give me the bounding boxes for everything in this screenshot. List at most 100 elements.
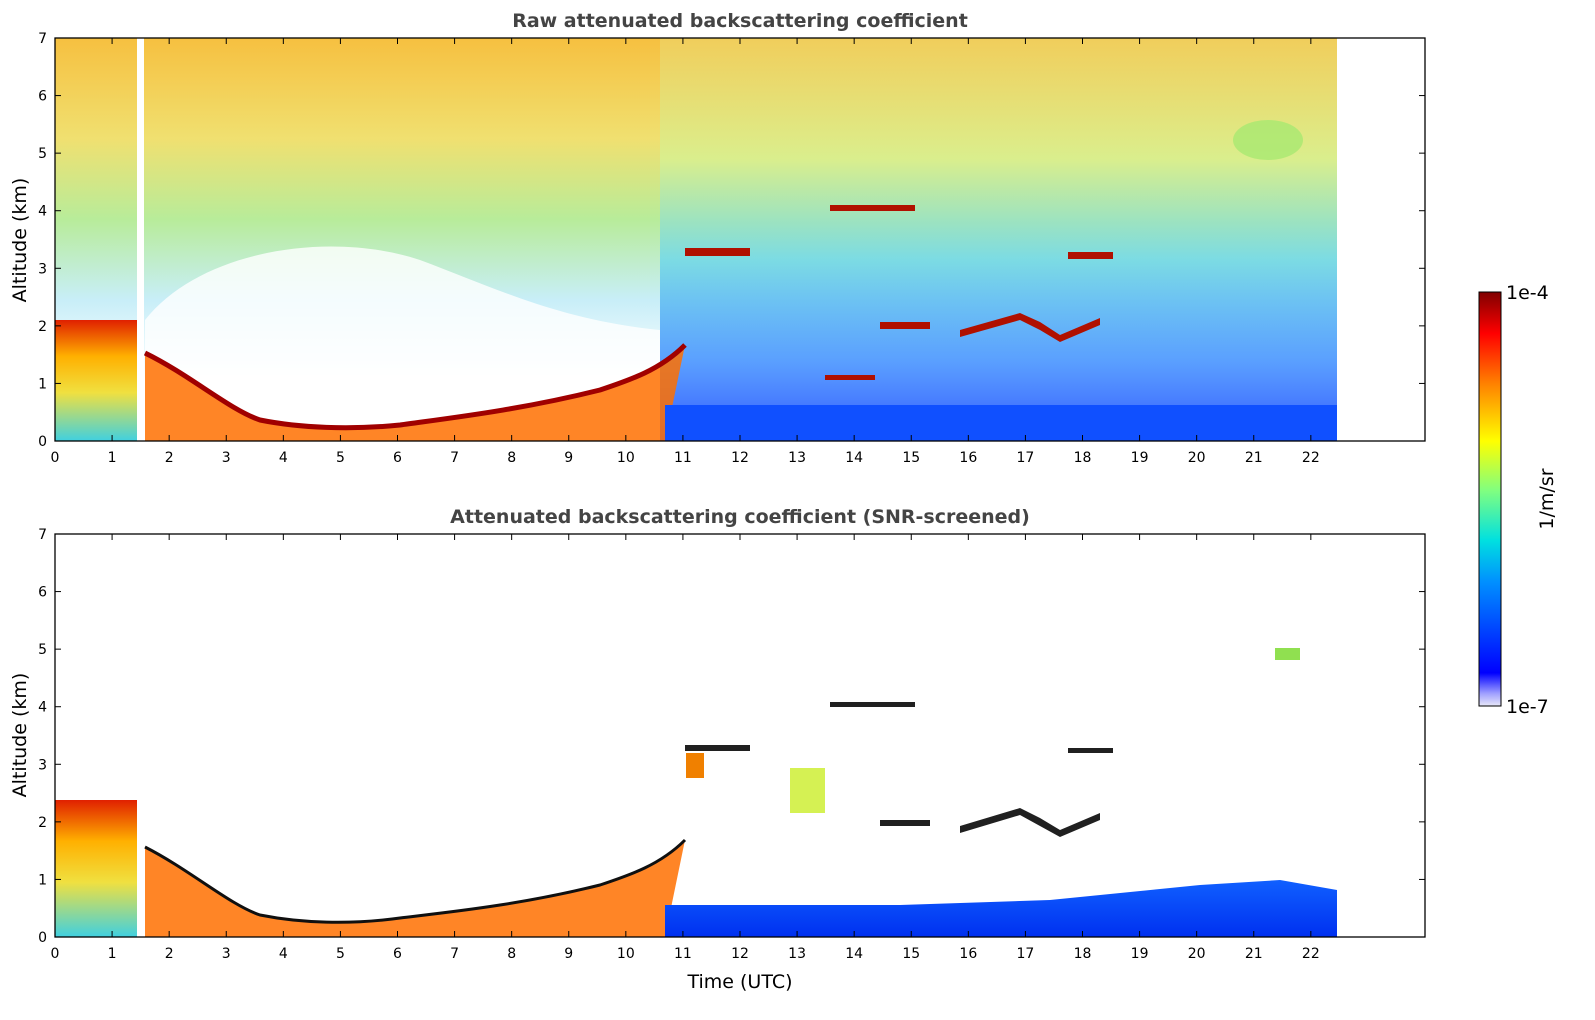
panel2-y-tick-label: 5 [38,642,47,658]
panel1-y-tick-label: 0 [38,434,47,450]
panel2-x-tick-label: 14 [845,946,863,962]
panel1-y-tick-label: 6 [38,89,47,105]
panel1-x-tick-label: 9 [564,450,573,466]
panel1-y-tick-label: 3 [38,261,47,277]
panel1-bl-top-line [143,343,687,431]
panel1-cloud-layers [685,205,1113,380]
panel2-x-tick-label: 11 [674,946,692,962]
panel2-x-tick-label: 8 [507,946,516,962]
panel1-x-tick-label: 19 [1131,450,1149,466]
panel1-x-tick-label: 3 [222,450,231,466]
panel1-y-tick-label: 5 [38,146,47,162]
panel1-bl-band [145,345,685,441]
colorbar: 1e-4 1e-7 1/m/sr [1478,282,1558,718]
cloud-layer [1068,252,1113,259]
panel1-x-tick-label: 22 [1302,450,1320,466]
panel2-cloud-layers [685,702,1113,837]
panel1-x-tick-label: 17 [1017,450,1035,466]
panel1-y-tick-label: 4 [38,204,47,220]
panel1-x-tick-label: 20 [1188,450,1206,466]
panel1-x-tick-label: 21 [1245,450,1263,466]
panel2-xlabel: Time (UTC) [686,971,792,993]
panel2-y-tick-label: 7 [38,527,47,543]
panel1-data-gap [137,38,144,441]
panel2-x-tick-label: 10 [617,946,635,962]
cloud-layer [830,702,915,707]
panel2-cloud-yellow [790,768,825,813]
panel2-ylabel: Altitude (km) [9,673,31,798]
panel1-surface-layer [665,405,1337,441]
cloud-layer [685,745,750,751]
panel1-x-tick-label: 1 [108,450,117,466]
panel2-x-ticks: 0 1 2 3 4 5 6 7 8 9 10 11 12 13 14 15 16 17 18 19 20 21 22 [51,534,1320,962]
panel2-x-tick-label: 7 [450,946,459,962]
panel1-title: Raw attenuated backscattering coefficien… [512,10,968,32]
panel1-y-tick-label: 7 [38,31,47,47]
panel2-bl-band [145,840,685,937]
panel2-x-tick-label: 13 [788,946,806,962]
panel1-high-cloud [1233,120,1303,160]
panel1-y-tick-label: 1 [38,376,47,392]
panel2-x-tick-label: 22 [1302,946,1320,962]
panel1-x-tick-label: 0 [51,450,60,466]
panel2-y-tick-label: 4 [38,700,47,716]
cloud-layer [1068,748,1113,753]
panel2-heatmap [55,534,1337,937]
panel1-x-tick-label: 2 [165,450,174,466]
colorbar-min-label: 1e-7 [1506,696,1549,718]
panel2-y-tick-label: 2 [38,815,47,831]
cloud-layer [960,808,1100,837]
panel2-axes-frame [54,533,1426,938]
panel2-y-ticks: 0 1 2 3 4 5 6 7 [38,527,1425,946]
panel2-x-tick-label: 1 [108,946,117,962]
panel1-x-tick-label: 15 [902,450,920,466]
panel1-x-tick-label: 8 [507,450,516,466]
panel1-sky-right [660,38,1337,441]
panel2-title: Attenuated backscattering coefficient (S… [450,506,1030,528]
panel1-ylabel: Altitude (km) [9,178,31,303]
cloud-layer [880,820,930,826]
panel2-x-tick-label: 0 [51,946,60,962]
panel2-surface-layer [665,880,1337,937]
panel1-x-tick-label: 4 [279,450,288,466]
panel2-x-tick-label: 12 [731,946,749,962]
colorbar-unit-label: 1/m/sr [1536,468,1558,529]
panel2-bl-column-early [55,800,137,937]
panel2-x-tick-label: 3 [222,946,231,962]
panel2-x-tick-label: 21 [1245,946,1263,962]
panel1-x-tick-label: 11 [674,450,692,466]
panel1-heatmap [55,38,1337,441]
panel2-bl-top-line [144,838,687,924]
panel2-x-tick-label: 15 [902,946,920,962]
panel1-x-tick-label: 18 [1074,450,1092,466]
panel2-x-tick-label: 20 [1188,946,1206,962]
panel1-x-tick-label: 16 [959,450,977,466]
panel2-x-tick-label: 6 [393,946,402,962]
panel1-x-tick-label: 12 [731,450,749,466]
panel1-x-tick-label: 5 [336,450,345,466]
panel1-x-ticks: 0 1 2 3 4 5 6 7 8 9 10 11 12 13 14 15 16 17 18 19 20 21 22 [51,38,1320,466]
cloud-layer [685,248,750,256]
panel2-x-tick-label: 16 [959,946,977,962]
panel2-cloud-orange [686,753,704,778]
panel2-y-tick-label: 1 [38,872,47,888]
panel2-x-tick-label: 19 [1131,946,1149,962]
panel2-high-cloud [1275,648,1300,660]
cloud-layer [825,375,875,380]
panel1-clear-zone [145,246,660,441]
panel1-y-ticks: 0 1 2 3 4 5 6 7 [38,31,1425,450]
cloud-layer [880,322,930,329]
panel1-x-tick-label: 13 [788,450,806,466]
panel2-x-tick-label: 9 [564,946,573,962]
cloud-layer [830,205,915,211]
panel2-y-tick-label: 0 [38,930,47,946]
panel2-x-tick-label: 2 [165,946,174,962]
panel2-data-gap [137,534,144,937]
panel1-bl-column-early [55,320,137,441]
panel2-y-tick-label: 3 [38,757,47,773]
panel2-x-tick-label: 4 [279,946,288,962]
colorbar-max-label: 1e-4 [1506,282,1549,304]
panel1-x-tick-label: 6 [393,450,402,466]
panel2-x-tick-label: 17 [1017,946,1035,962]
panel1-x-tick-label: 14 [845,450,863,466]
